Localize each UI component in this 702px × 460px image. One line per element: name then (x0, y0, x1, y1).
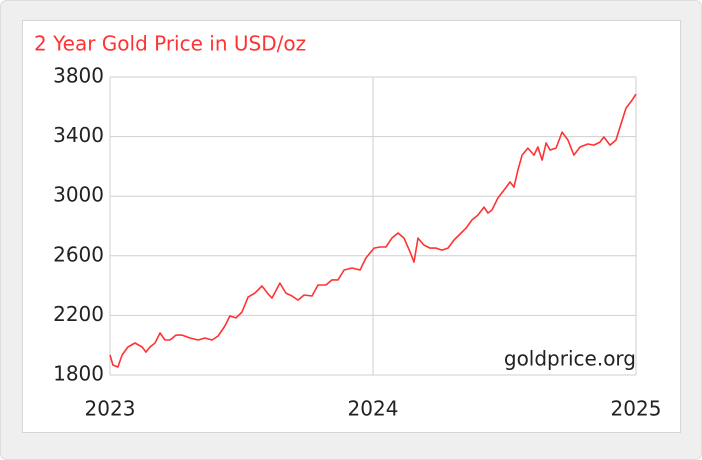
chart-title: 2 Year Gold Price in USD/oz (34, 32, 306, 56)
watermark: goldprice.org (504, 347, 636, 371)
y-tick-label: 1800 (53, 362, 104, 386)
x-tick-label: 2024 (348, 397, 399, 421)
y-tick-label: 3800 (53, 64, 104, 88)
chart-box (22, 20, 681, 433)
x-tick-label: 2025 (611, 397, 662, 421)
y-tick-label: 3400 (53, 123, 104, 147)
x-tick-label: 2023 (85, 397, 136, 421)
y-tick-label: 2200 (53, 302, 104, 326)
y-tick-label: 2600 (53, 242, 104, 266)
price-line (109, 93, 637, 368)
y-tick-label: 3000 (53, 183, 104, 207)
plot: 1800 2200 2600 3000 3400 3800 2023 2024 2025 (53, 64, 661, 421)
